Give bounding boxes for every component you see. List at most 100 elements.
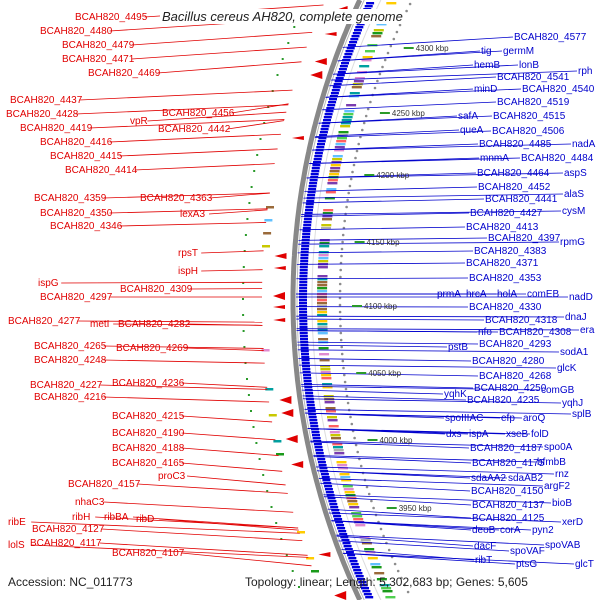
cog-category-feature bbox=[359, 65, 370, 68]
cog-category-feature bbox=[376, 578, 387, 581]
cog-category-feature bbox=[329, 170, 340, 173]
right-label-leader bbox=[299, 372, 479, 377]
right-label-leader bbox=[301, 383, 474, 389]
right-label-leader bbox=[328, 512, 562, 523]
right-gene-label: prmA bbox=[437, 289, 461, 300]
gc-skew-mark bbox=[381, 65, 384, 69]
gc-content-dot bbox=[250, 410, 252, 412]
cog-category-feature bbox=[340, 122, 351, 125]
gc-skew-mark bbox=[341, 233, 345, 237]
forward-gene-feature bbox=[302, 236, 310, 239]
left-gene-label: ribD bbox=[136, 514, 154, 525]
forward-gene-feature bbox=[319, 134, 328, 137]
right-gene-label: dacF bbox=[474, 541, 496, 552]
right-gene-label: BCAH820_4187 bbox=[470, 443, 543, 454]
gc-skew-mark bbox=[386, 51, 390, 55]
cog-category-feature bbox=[371, 35, 382, 38]
right-label-leader bbox=[327, 508, 472, 519]
left-gene-label: BCAH820_4265 bbox=[34, 341, 107, 352]
gc-content-dot bbox=[247, 394, 250, 396]
right-label-leader bbox=[298, 364, 557, 369]
left-label-leader bbox=[137, 483, 288, 494]
forward-gene-feature bbox=[300, 338, 308, 341]
gc-content-dot bbox=[255, 442, 258, 444]
left-gene-label: rpsT bbox=[178, 248, 198, 259]
cog-category-feature bbox=[327, 179, 338, 182]
forward-gene-feature bbox=[314, 446, 323, 449]
forward-gene-feature bbox=[314, 152, 323, 155]
kbp-tick-label: 4150 kbp bbox=[367, 238, 400, 247]
forward-gene-feature bbox=[315, 452, 324, 455]
forward-gene-feature bbox=[310, 176, 319, 179]
gc-content-dot bbox=[250, 186, 253, 188]
forward-gene-feature bbox=[335, 77, 344, 80]
forward-gene-feature bbox=[303, 377, 312, 380]
forward-gene-feature bbox=[308, 413, 317, 416]
left-label-leader bbox=[187, 323, 263, 326]
reverse-gene-feature bbox=[324, 32, 337, 36]
forward-gene-feature bbox=[339, 65, 348, 68]
gc-skew-mark bbox=[339, 275, 342, 279]
forward-gene-feature bbox=[326, 107, 335, 110]
cog-category-feature bbox=[379, 584, 390, 587]
forward-gene-feature bbox=[316, 146, 325, 149]
forward-gene-feature bbox=[349, 41, 358, 44]
forward-gene-feature bbox=[355, 575, 364, 578]
gc-skew-mark bbox=[367, 492, 371, 496]
forward-gene-feature bbox=[305, 392, 314, 395]
forward-gene-feature bbox=[329, 95, 338, 98]
forward-gene-feature bbox=[299, 308, 307, 311]
gc-skew-mark bbox=[338, 282, 342, 286]
forward-gene-feature bbox=[300, 251, 309, 254]
forward-gene-feature bbox=[317, 140, 326, 143]
cog-category-feature bbox=[317, 287, 328, 290]
reverse-cog-feature bbox=[266, 206, 274, 209]
cog-category-feature bbox=[317, 326, 328, 329]
right-gene-label: argF2 bbox=[544, 481, 571, 492]
gc-skew-mark bbox=[396, 569, 400, 573]
forward-gene-feature bbox=[350, 38, 359, 41]
right-label-leader bbox=[310, 441, 470, 449]
right-label-leader bbox=[316, 470, 508, 479]
gc-skew-mark bbox=[395, 30, 399, 34]
cog-category-feature bbox=[344, 110, 355, 113]
gc-skew-mark bbox=[339, 324, 342, 328]
left-label-leader bbox=[208, 209, 268, 215]
gc-content-dot bbox=[293, 26, 296, 28]
cog-category-feature bbox=[321, 227, 331, 230]
right-gene-label: BCAH820_4125 bbox=[472, 513, 545, 524]
gc-skew-mark bbox=[352, 163, 356, 167]
forward-gene-feature bbox=[299, 317, 308, 320]
left-gene-label: BCAH820_4190 bbox=[112, 428, 185, 439]
left-label-leader bbox=[103, 345, 264, 349]
cog-category-feature bbox=[317, 332, 328, 335]
right-gene-label: BCAH820_4413 bbox=[466, 222, 539, 233]
left-gene-label: BCAH820_4495 bbox=[75, 12, 148, 23]
forward-gene-feature bbox=[300, 257, 309, 260]
cog-category-feature bbox=[339, 473, 350, 476]
left-gene-label: ribE bbox=[8, 517, 26, 528]
forward-gene-feature bbox=[352, 32, 361, 35]
gc-skew-mark bbox=[378, 72, 382, 76]
cog-category-feature bbox=[349, 92, 360, 95]
forward-gene-feature bbox=[312, 164, 321, 167]
forward-gene-feature bbox=[337, 71, 346, 74]
right-label-leader bbox=[309, 157, 521, 164]
reverse-cog-feature bbox=[263, 232, 272, 235]
gc-skew-mark bbox=[372, 506, 375, 510]
forward-gene-feature bbox=[349, 560, 358, 563]
reverse-gene-feature bbox=[314, 58, 327, 65]
forward-gene-feature bbox=[319, 131, 328, 134]
cog-category-feature bbox=[317, 299, 327, 302]
right-gene-label: BCAH820_4519 bbox=[497, 97, 570, 108]
reverse-cog-feature bbox=[268, 414, 277, 417]
gc-content-dot bbox=[262, 474, 265, 476]
cog-category-feature bbox=[364, 548, 375, 551]
forward-gene-feature bbox=[336, 524, 345, 527]
right-gene-label: BCAH820_4441 bbox=[485, 194, 558, 205]
right-gene-label: spoVAB bbox=[545, 540, 581, 551]
forward-gene-feature bbox=[322, 479, 331, 482]
gc-skew-mark bbox=[349, 415, 352, 419]
forward-gene-feature bbox=[299, 326, 308, 329]
cog-category-feature bbox=[362, 56, 373, 59]
